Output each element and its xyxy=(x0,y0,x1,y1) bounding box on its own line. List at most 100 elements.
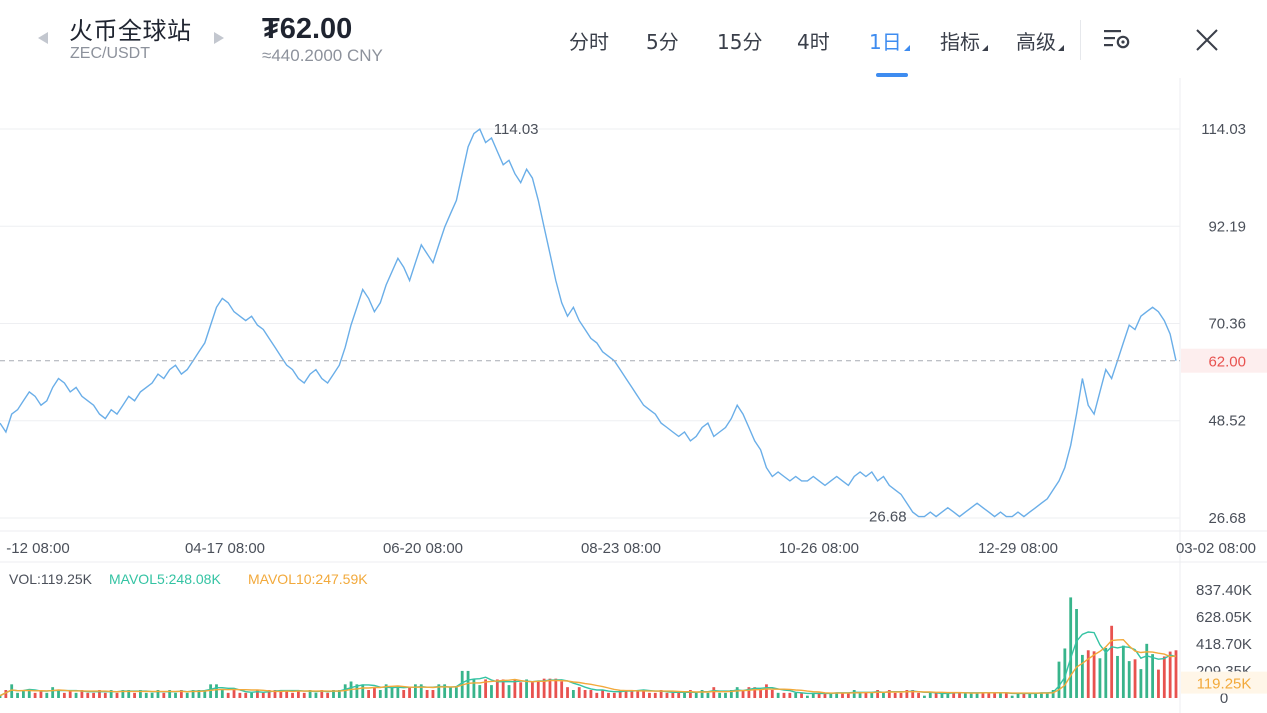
dropdown-corner-icon xyxy=(1058,45,1064,51)
volume-bar xyxy=(677,692,681,698)
volume-bar xyxy=(156,690,160,698)
volume-bar xyxy=(1028,692,1032,698)
volume-bar xyxy=(402,690,406,698)
volume-bar xyxy=(519,682,523,698)
tab-4hour[interactable]: 4时 xyxy=(797,26,830,55)
tab-5min[interactable]: 5分 xyxy=(646,26,679,55)
volume-bar xyxy=(191,690,195,698)
volume-bar xyxy=(835,692,839,698)
volume-bar xyxy=(1092,651,1096,698)
volume-bar xyxy=(800,692,803,698)
tab-advanced[interactable]: 高级 xyxy=(1016,26,1064,55)
volume-bar xyxy=(51,687,55,698)
volume-bar xyxy=(33,692,37,698)
volume-bar xyxy=(870,692,874,698)
volume-bar xyxy=(923,695,926,698)
volume-bar xyxy=(22,690,25,698)
volume-bar xyxy=(162,692,166,698)
volume-bar xyxy=(806,695,809,698)
volume-bar xyxy=(226,692,230,698)
volume-bar xyxy=(57,690,60,698)
volume-bar xyxy=(39,690,43,698)
close-icon[interactable] xyxy=(1195,28,1219,52)
current-volume-label: 119.25K xyxy=(1197,676,1252,693)
volume-bar xyxy=(378,690,382,698)
volume-bar xyxy=(671,692,675,698)
volume-bar xyxy=(1127,661,1131,698)
y-tick-label: 70.36 xyxy=(1208,315,1246,332)
volume-bar xyxy=(1063,648,1067,698)
previous-pair-arrow-icon[interactable] xyxy=(38,32,48,44)
volume-bar xyxy=(431,690,435,698)
volume-bar xyxy=(940,692,944,698)
volume-bar xyxy=(741,690,745,698)
volume-bar xyxy=(273,690,277,698)
volume-bar xyxy=(174,692,177,698)
volume-bar xyxy=(975,692,979,698)
x-tick-label: 03-02 08:00 xyxy=(1176,540,1256,557)
volume-bar xyxy=(16,692,19,698)
volume-bar xyxy=(320,690,324,698)
volume-bar xyxy=(4,690,8,698)
volume-bar xyxy=(1075,609,1078,698)
chart-settings-icon[interactable] xyxy=(1103,27,1133,53)
volume-bar xyxy=(595,692,599,698)
volume-bar xyxy=(256,690,259,698)
volume-y-tick-label: 0 xyxy=(1220,690,1228,707)
volume-bar xyxy=(928,692,932,698)
tab-1day[interactable]: 1日 xyxy=(869,26,910,55)
volume-bar xyxy=(724,692,727,698)
tab-indicators[interactable]: 指标 xyxy=(940,26,988,55)
volume-bar xyxy=(308,690,312,698)
exchange-name: 火币全球站 xyxy=(69,17,192,45)
volume-bar xyxy=(495,679,499,698)
x-tick-label: 12-29 08:00 xyxy=(978,540,1058,557)
tab-label: 高级 xyxy=(1016,30,1056,54)
volume-bar xyxy=(261,692,265,698)
volume-bar xyxy=(653,692,657,698)
x-tick-label: 10-26 08:00 xyxy=(779,540,859,557)
volume-bar xyxy=(589,690,593,698)
trading-pair: ZEC/USDT xyxy=(70,45,150,62)
chart-header: 火币全球站 ZEC/USDT ₮62.00 ≈440.2000 CNY 分时 5… xyxy=(0,0,1267,78)
price-line xyxy=(0,128,1177,518)
volume-bar xyxy=(92,692,96,698)
volume-bar xyxy=(244,692,248,698)
volume-bar xyxy=(314,692,318,698)
volume-bar xyxy=(712,687,716,698)
volume-bar xyxy=(1057,661,1061,698)
volume-y-tick-label: 837.40K xyxy=(1196,582,1252,599)
volume-bar xyxy=(729,690,733,698)
volume-bar xyxy=(1004,692,1008,698)
volume-bar xyxy=(958,692,961,698)
volume-bar xyxy=(62,692,66,698)
volume-bar xyxy=(390,687,394,698)
volume-bar xyxy=(794,692,798,698)
volume-bar xyxy=(993,692,997,698)
volume-bar xyxy=(718,692,722,698)
volume-bar xyxy=(1174,650,1178,698)
volume-bar xyxy=(969,692,973,698)
tab-label: 5分 xyxy=(646,30,679,54)
volume-bar xyxy=(150,692,154,698)
volume-bar xyxy=(706,692,710,698)
tab-label: 15分 xyxy=(717,30,763,54)
tab-15min[interactable]: 15分 xyxy=(717,26,762,55)
volume-bar xyxy=(1116,655,1119,698)
volume-bar xyxy=(1045,692,1049,698)
volume-bar xyxy=(846,692,850,698)
volume-bar xyxy=(109,690,113,698)
volume-bar xyxy=(882,692,885,698)
next-pair-arrow-icon[interactable] xyxy=(214,32,224,44)
tab-timeline[interactable]: 分时 xyxy=(569,26,609,55)
volume-bar xyxy=(396,687,400,698)
volume-bar xyxy=(823,692,827,698)
y-tick-label: 114.03 xyxy=(1201,121,1246,138)
current-price-tag xyxy=(1181,348,1267,373)
high-price-label: 114.03 xyxy=(494,121,539,138)
y-tick-label: 26.68 xyxy=(1208,510,1246,527)
volume-bar xyxy=(618,690,622,698)
mavol10-line xyxy=(0,638,1177,697)
volume-bar xyxy=(127,690,131,698)
volume-bar xyxy=(759,690,762,698)
